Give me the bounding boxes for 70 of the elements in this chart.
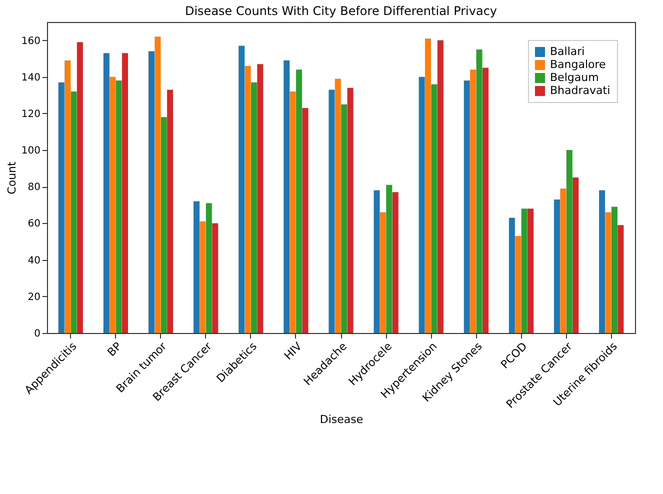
bar: [154, 36, 161, 333]
bar: [386, 184, 392, 333]
legend-label: Belgaum: [550, 71, 599, 84]
bar: [508, 218, 515, 333]
bar: [212, 223, 218, 333]
bar: [341, 104, 348, 333]
x-tick-label: HIV: [282, 339, 305, 362]
bar: [302, 108, 308, 333]
bar: [425, 38, 432, 333]
bar: [380, 212, 386, 333]
bar: [464, 80, 470, 333]
bar: [334, 78, 341, 333]
bar: [437, 40, 444, 333]
bar: [238, 46, 245, 333]
bar: [374, 190, 380, 333]
bar: [116, 80, 122, 333]
y-tick-label: 20: [28, 292, 40, 303]
bar: [76, 42, 83, 333]
bar: [515, 236, 522, 333]
bar: [160, 117, 167, 333]
bar: [521, 208, 528, 333]
legend-label: Bhadravati: [550, 84, 610, 97]
bar: [64, 60, 71, 333]
bar: [554, 199, 560, 333]
bar: [611, 206, 618, 333]
y-axis-title: Count: [5, 160, 18, 194]
bar: [560, 188, 566, 333]
y-tick-label: 120: [21, 108, 40, 120]
bar: [392, 192, 398, 333]
bar: [618, 225, 624, 333]
bar: [194, 201, 200, 333]
legend-label: Ballari: [550, 45, 585, 58]
bar: [528, 208, 534, 333]
bar: [206, 203, 212, 333]
bar: [482, 68, 488, 333]
y-tick-label: 100: [21, 146, 40, 157]
bar: [599, 190, 606, 333]
bar: [476, 49, 482, 333]
y-tick-label: 0: [34, 328, 40, 340]
bar: [148, 51, 154, 333]
bar: [296, 70, 302, 333]
bar: [605, 212, 612, 333]
bar: [418, 76, 425, 333]
y-tick-label: 60: [28, 218, 40, 230]
bar: [566, 150, 572, 333]
y-tick-label: 160: [21, 36, 40, 47]
y-tick-label: 80: [28, 182, 40, 194]
bar: [328, 90, 335, 333]
bar: [103, 53, 110, 333]
y-tick-label: 140: [21, 72, 40, 84]
bar: [122, 53, 128, 333]
x-axis-title: Disease: [320, 413, 364, 426]
y-tick-label: 40: [28, 255, 40, 266]
bar: [257, 64, 264, 333]
legend-label: Bangalore: [550, 58, 606, 71]
bar: [70, 92, 77, 333]
bar: [284, 60, 290, 333]
bar: [110, 76, 116, 333]
bar: [244, 66, 251, 333]
bar: [167, 90, 174, 333]
bar: [58, 82, 64, 333]
bar: [290, 92, 296, 333]
x-tick-label: BP: [104, 340, 124, 360]
bar: [250, 82, 257, 333]
bar: [347, 88, 354, 333]
bar: [470, 70, 476, 333]
bar: [431, 84, 438, 333]
bar: [200, 221, 206, 333]
chart-title: Disease Counts With City Before Differential Privacy: [184, 4, 498, 18]
bar: [572, 178, 579, 333]
